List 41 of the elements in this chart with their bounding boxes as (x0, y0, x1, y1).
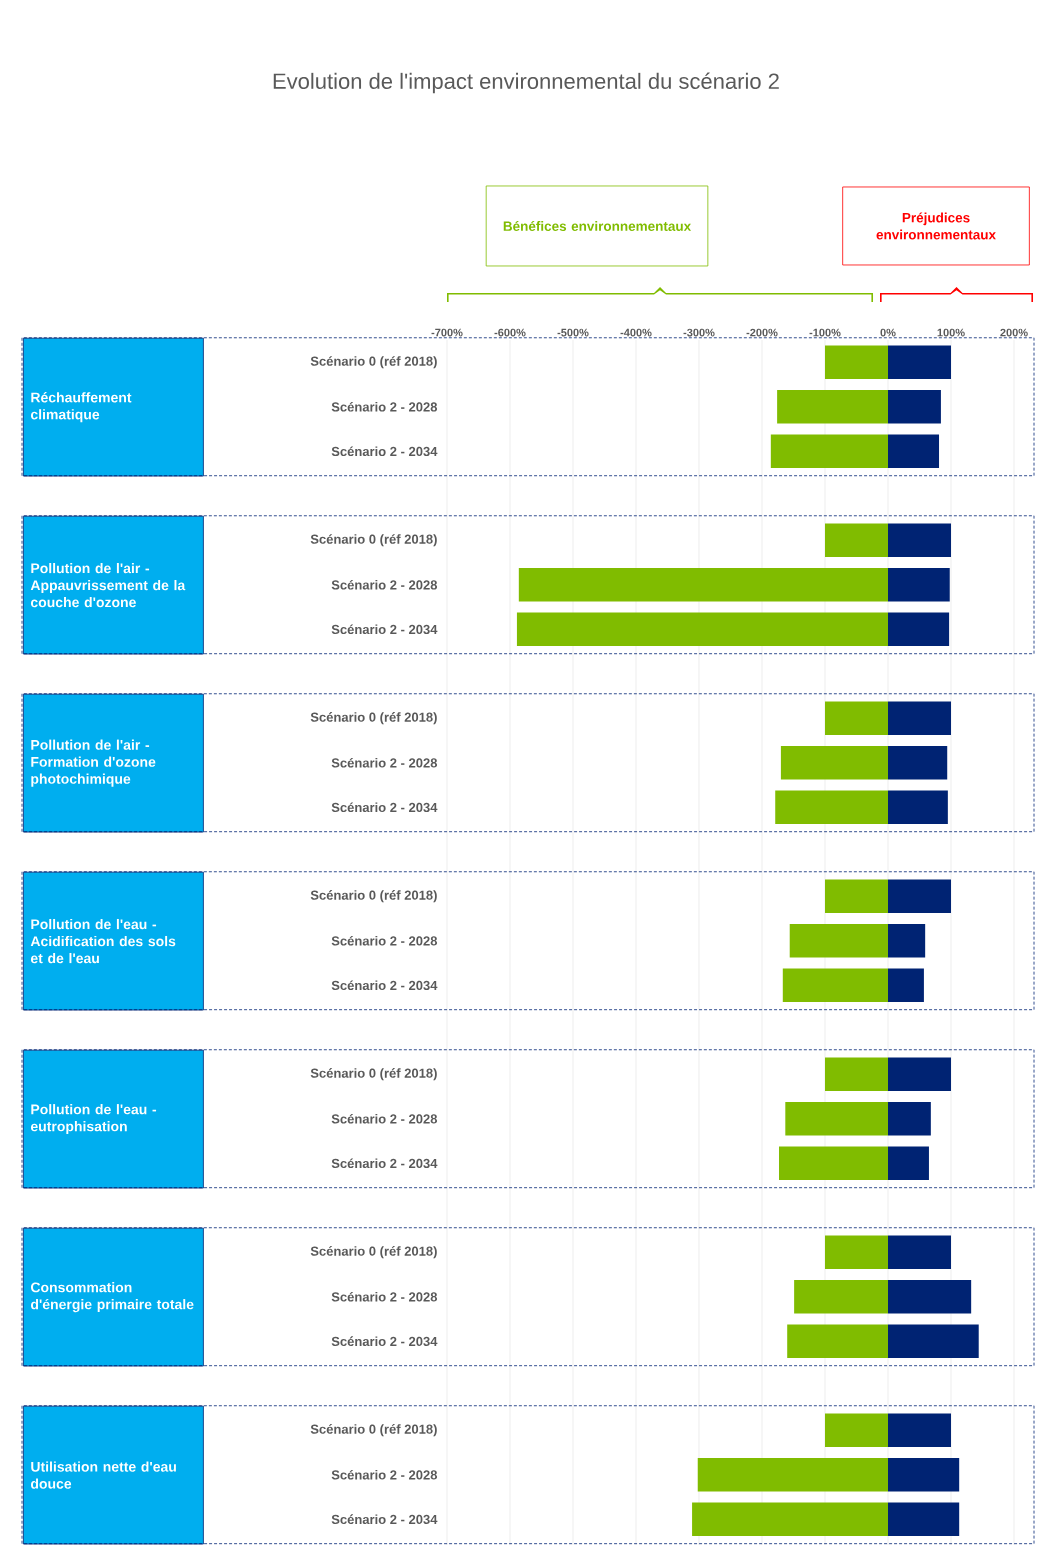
y-tick-label: Scénario 0 (réf 2018) (310, 534, 437, 547)
x-tick-label: 200% (1000, 328, 1028, 337)
text: Consommation d'énergie primaire totale (30, 1282, 194, 1313)
y-tick-label: Scénario 0 (réf 2018) (310, 1246, 437, 1259)
y-tick-label: Scénario 2 - 2034 (331, 980, 438, 991)
x-tick-label: -400% (620, 328, 652, 337)
text: Préjudices environnementaux (876, 212, 996, 240)
chart-title: Evolution de l'impact environnemental du scénario 2 (273, 72, 779, 94)
text: Bénéfices environnementaux (503, 220, 692, 231)
x-tick-label: -500% (557, 328, 589, 337)
y-tick-label: Scénario 2 - 2034 (331, 624, 438, 635)
y-tick-label: Scénario 2 - 2028 (331, 1113, 438, 1124)
y-tick-label: Scénario 2 - 2028 (331, 401, 438, 412)
y-tick-label: Scénario 0 (réf 2018) (310, 1424, 437, 1437)
text: Pollution de l'eau - eutrophisation (30, 1104, 157, 1135)
text: Pollution de l'eau - Acidification des sols et de l'eau (30, 918, 176, 964)
y-tick-label: Scénario 2 - 2028 (331, 1291, 438, 1302)
x-tick-label: -600% (494, 328, 526, 337)
x-tick-label: -700% (431, 328, 463, 337)
text: Pollution de l'air - Formation d'ozone photochimique (31, 739, 156, 787)
text: Pollution de l'air - Appauvrissement de la couche d'ozone (30, 562, 186, 608)
x-tick-label: -100% (809, 328, 841, 337)
y-tick-label: Scénario 0 (réf 2018) (310, 356, 437, 369)
y-tick-label: Scénario 2 - 2028 (331, 1469, 438, 1480)
x-tick-label: -300% (683, 328, 715, 337)
y-tick-label: Scénario 2 - 2028 (331, 579, 438, 590)
y-tick-label: Scénario 2 - 2034 (331, 802, 438, 813)
y-tick-label: Scénario 0 (réf 2018) (310, 1068, 437, 1081)
y-tick-label: Scénario 2 - 2028 (331, 757, 438, 768)
y-tick-label: Scénario 2 - 2028 (331, 935, 438, 946)
text: Utilisation nette d'eau douce (30, 1461, 176, 1489)
x-tick-label: -200% (746, 328, 778, 337)
y-tick-label: Scénario 2 - 2034 (331, 1514, 438, 1525)
y-tick-label: Scénario 2 - 2034 (331, 1336, 438, 1347)
y-tick-label: Scénario 2 - 2034 (331, 446, 438, 457)
y-tick-label: Scénario 0 (réf 2018) (310, 890, 437, 903)
text: Réchauffement climatique (30, 392, 132, 423)
y-tick-label: Scénario 0 (réf 2018) (310, 712, 437, 725)
y-tick-label: Scénario 2 - 2034 (331, 1158, 438, 1169)
x-tick-label: 0% (880, 328, 896, 337)
x-tick-label: 100% (937, 328, 965, 337)
